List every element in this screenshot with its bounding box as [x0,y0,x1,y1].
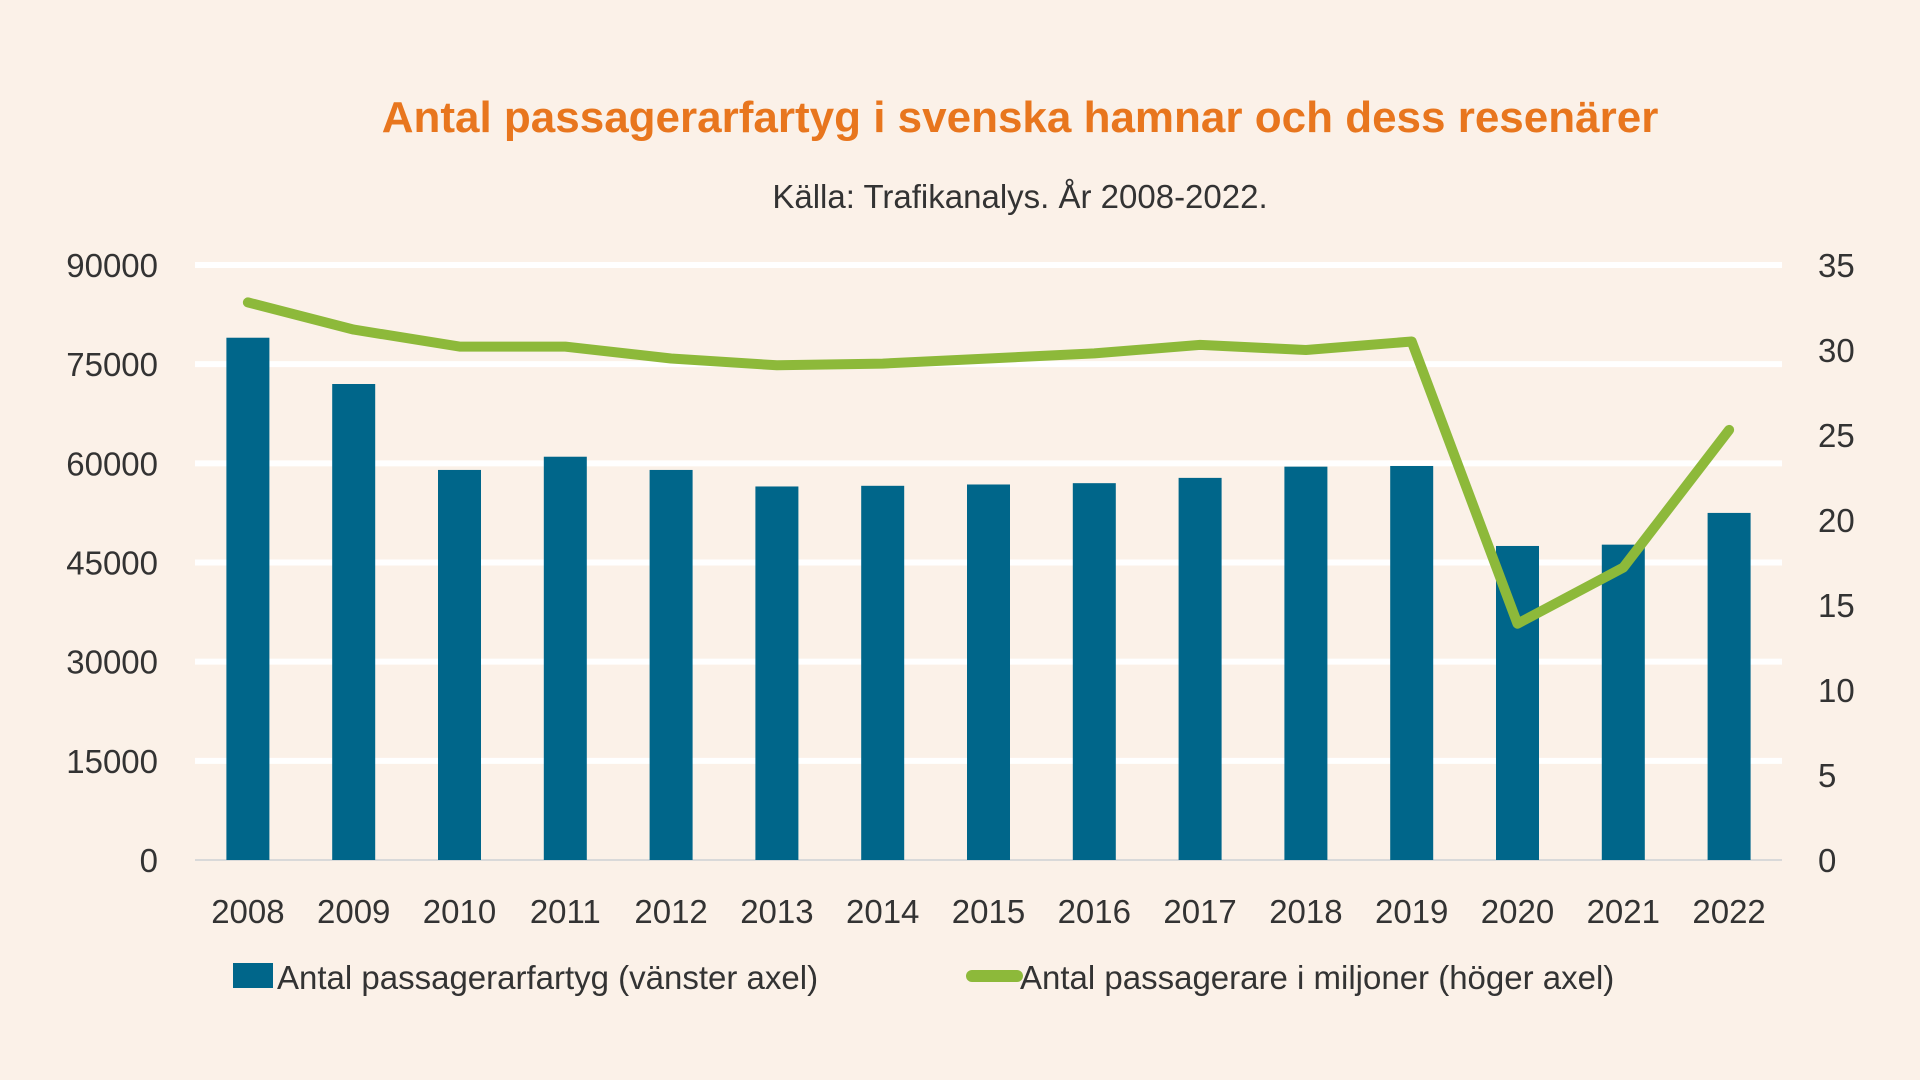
bar [1284,466,1328,860]
y-right-tick-label: 10 [1818,672,1855,709]
line-point [670,357,673,360]
legend-bar-swatch [233,963,273,988]
bar [967,484,1010,860]
y-left-tick-label: 60000 [66,445,158,482]
x-tick-label: 2010 [423,893,496,930]
bar [543,456,587,860]
y-right-tick-label: 30 [1818,332,1855,369]
line-point [1728,428,1731,431]
bar [1601,544,1645,860]
x-tick-label: 2014 [846,893,919,930]
y-right-tick-label: 0 [1818,842,1836,879]
bar [755,486,799,860]
bar [438,469,481,860]
line-point [881,362,884,365]
bar [1072,483,1116,860]
y-right-tick-label: 20 [1818,502,1855,539]
x-tick-label: 2019 [1375,893,1448,930]
chart-subtitle: Källa: Trafikanalys. År 2008-2022. [772,178,1267,215]
line-point [1516,622,1519,625]
x-tick-label: 2008 [211,893,284,930]
line-point [458,345,461,348]
bar [226,337,270,860]
line-point [987,357,990,360]
y-right-tick-label: 25 [1818,417,1855,454]
bar [1707,512,1751,860]
line-point [1093,352,1096,355]
x-tick-label: 2017 [1163,893,1236,930]
x-tick-label: 2013 [740,893,813,930]
x-tick-label: 2015 [952,893,1025,930]
y-right-tick-label: 5 [1818,757,1836,794]
y-axis-right: 0 5 10 15 20 25 30 35 [1818,247,1855,879]
x-tick-label: 2022 [1692,893,1765,930]
y-left-tick-label: 90000 [66,247,158,284]
x-tick-label: 2016 [1058,893,1131,930]
line-point [1622,566,1625,569]
legend-line-label: Antal passagerare i miljoner (höger axel… [1020,959,1614,996]
y-left-tick-label: 15000 [66,743,158,780]
bar [861,485,905,860]
line-point [1410,340,1413,343]
line-series [242,297,1735,629]
y-left-tick-label: 45000 [66,545,158,582]
line-point [246,301,249,304]
y-left-tick-label: 30000 [66,644,158,681]
line-point [564,345,567,348]
x-tick-label: 2020 [1481,893,1554,930]
x-axis: 2008 2009 2010 2011 2012 2013 2014 2015 2016 2017… [211,893,1766,930]
chart-title: Antal passagerarfartyg i svenska hamnar … [382,93,1659,142]
x-tick-label: 2011 [530,893,601,930]
y-right-tick-label: 35 [1818,247,1855,284]
line-point [352,328,355,331]
y-left-tick-label: 0 [140,842,158,879]
y-right-tick-label: 15 [1818,587,1855,624]
x-tick-label: 2012 [634,893,707,930]
x-tick-label: 2021 [1587,893,1660,930]
y-axis-left: 0 15000 30000 45000 60000 75000 90000 [66,247,158,879]
legend-bar-label: Antal passagerarfartyg (vänster axel) [277,959,818,996]
line-point [1304,349,1307,351]
bar [332,384,376,860]
bar-series [226,337,1751,860]
x-tick-label: 2018 [1269,893,1342,930]
x-tick-label: 2009 [317,893,390,930]
line-point [775,364,778,367]
y-left-tick-label: 75000 [66,346,158,383]
bar [1178,477,1222,860]
line-point [1199,343,1202,346]
bar [1390,465,1434,860]
legend: Antal passagerarfartyg (vänster axel) An… [233,959,1614,996]
bar [649,469,693,860]
